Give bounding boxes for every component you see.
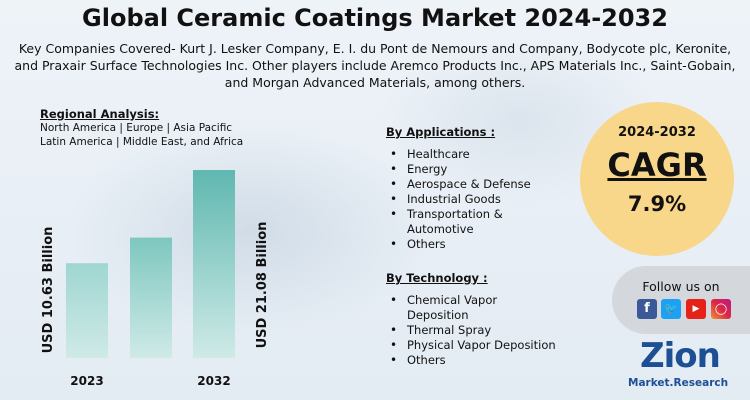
list-item-text: Chemical Vapor [407,293,498,307]
facebook-icon[interactable]: f [637,299,657,319]
list-item: Thermal Spray [386,323,586,338]
list-item: Physical Vapor Deposition [386,338,586,353]
bar-2023 [66,263,108,358]
regional-analysis-heading: Regional Analysis: [40,107,160,121]
regional-line-1: North America | Europe | Asia Pacific [40,122,233,134]
follow-us-label: Follow us on [642,279,720,294]
list-item-text: Transportation & [407,207,503,221]
data-label-2032: USD 21.08 Billion [255,222,270,349]
list-item: Aerospace & Defense [386,177,576,192]
x-tick-label: 2032 [197,374,230,388]
cagr-label: CAGR [607,146,707,184]
cagr-circle [580,102,734,256]
list-item: Industrial Goods [386,192,576,207]
logo-wordmark: Zion [640,336,721,376]
x-tick-label: 2023 [70,374,103,388]
cagr-value: 7.9% [627,192,687,216]
applications-list: Healthcare Energy Aerospace & Defense In… [386,147,576,252]
list-item-text-cont: Automotive [407,222,474,236]
cagr-years: 2024-2032 [618,125,696,140]
twitter-icon[interactable]: 🐦 [661,299,681,319]
regional-line-2: Latin America | Middle East, and Africa [40,136,244,148]
key-companies-text: Key Companies Covered- Kurt J. Lesker Co… [14,41,736,90]
list-item: Others [386,237,576,252]
list-item: Healthcare [386,147,576,162]
applications-heading: By Applications : [386,125,496,139]
logo-subtext: Market.Research [628,377,729,389]
bar-mid [130,237,172,358]
list-item: Transportation &Automotive [386,207,576,237]
instagram-icon[interactable]: ◯ [711,299,731,319]
list-item-text-cont: Deposition [407,308,469,322]
youtube-icon[interactable]: ▶ [686,299,706,319]
regional-analysis: Regional Analysis: North America | Europ… [40,107,280,149]
data-label-2023: USD 10.63 Billion [41,227,56,354]
technology-heading: By Technology : [386,271,488,285]
bar-2032 [193,170,235,358]
list-item: Energy [386,162,576,177]
page-title: Global Ceramic Coatings Market 2024-2032 [82,4,668,32]
list-item: Others [386,353,586,368]
